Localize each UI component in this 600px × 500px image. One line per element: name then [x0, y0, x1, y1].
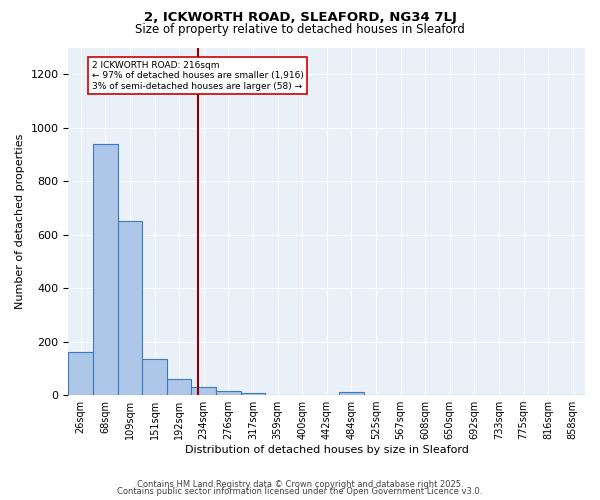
Bar: [167, 379, 191, 395]
Text: 2 ICKWORTH ROAD: 216sqm
← 97% of detached houses are smaller (1,916)
3% of semi-: 2 ICKWORTH ROAD: 216sqm ← 97% of detache…: [92, 61, 304, 90]
Bar: [142, 359, 167, 395]
Bar: [216, 391, 241, 395]
Text: Contains public sector information licensed under the Open Government Licence v3: Contains public sector information licen…: [118, 487, 482, 496]
Bar: [241, 393, 265, 395]
Bar: [68, 352, 93, 395]
Text: Size of property relative to detached houses in Sleaford: Size of property relative to detached ho…: [135, 22, 465, 36]
Bar: [93, 144, 118, 395]
Bar: [339, 392, 364, 395]
Text: Contains HM Land Registry data © Crown copyright and database right 2025.: Contains HM Land Registry data © Crown c…: [137, 480, 463, 489]
Bar: [191, 387, 216, 395]
Text: 2, ICKWORTH ROAD, SLEAFORD, NG34 7LJ: 2, ICKWORTH ROAD, SLEAFORD, NG34 7LJ: [143, 12, 457, 24]
Y-axis label: Number of detached properties: Number of detached properties: [15, 134, 25, 309]
X-axis label: Distribution of detached houses by size in Sleaford: Distribution of detached houses by size …: [185, 445, 469, 455]
Bar: [118, 222, 142, 395]
